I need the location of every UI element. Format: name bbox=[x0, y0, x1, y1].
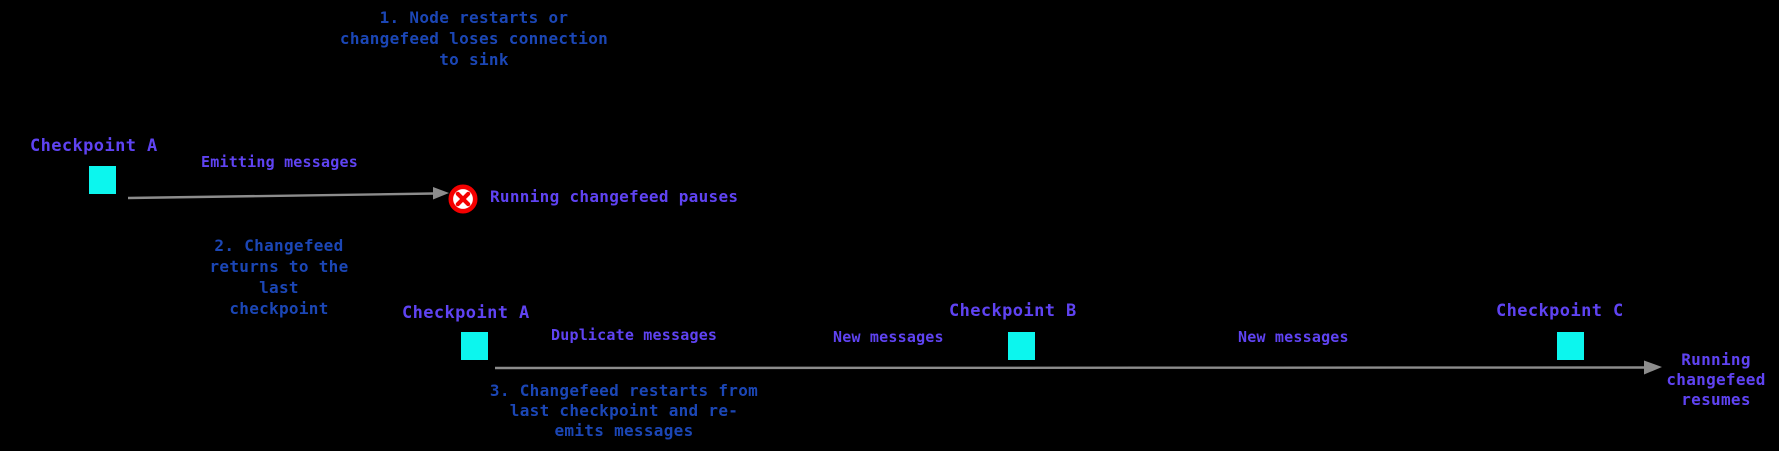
timeline-arrow-2 bbox=[494, 360, 1662, 375]
step-1-note: 1. Node restarts or changefeed loses con… bbox=[339, 8, 609, 69]
checkpoint-b-marker bbox=[1008, 332, 1035, 360]
step-2-note: 2. Changefeed returns to the last checkp… bbox=[209, 236, 349, 318]
checkpoint-a-restart-label: Checkpoint A bbox=[402, 303, 530, 323]
checkpoint-a-label: Checkpoint A bbox=[30, 136, 158, 156]
emitting-messages-label: Emitting messages bbox=[201, 153, 358, 171]
new-messages-label-1: New messages bbox=[833, 328, 944, 346]
running-changefeed-resumes-label: Running changefeed resumes bbox=[1666, 350, 1766, 409]
checkpoint-c-label: Checkpoint C bbox=[1496, 301, 1624, 321]
checkpoint-b-label: Checkpoint B bbox=[949, 301, 1077, 321]
duplicate-messages-label: Duplicate messages bbox=[551, 326, 718, 344]
changefeed-pause-icon bbox=[448, 184, 478, 214]
checkpoint-c-marker bbox=[1557, 332, 1584, 360]
checkpoint-a-restart-marker bbox=[461, 332, 488, 360]
step-3-note: 3. Changefeed restarts from last checkpo… bbox=[489, 381, 759, 440]
new-messages-label-2: New messages bbox=[1238, 328, 1349, 346]
checkpoint-a-marker bbox=[89, 166, 116, 194]
timeline-arrow-1 bbox=[127, 187, 449, 200]
running-changefeed-pauses-label: Running changefeed pauses bbox=[490, 187, 739, 206]
